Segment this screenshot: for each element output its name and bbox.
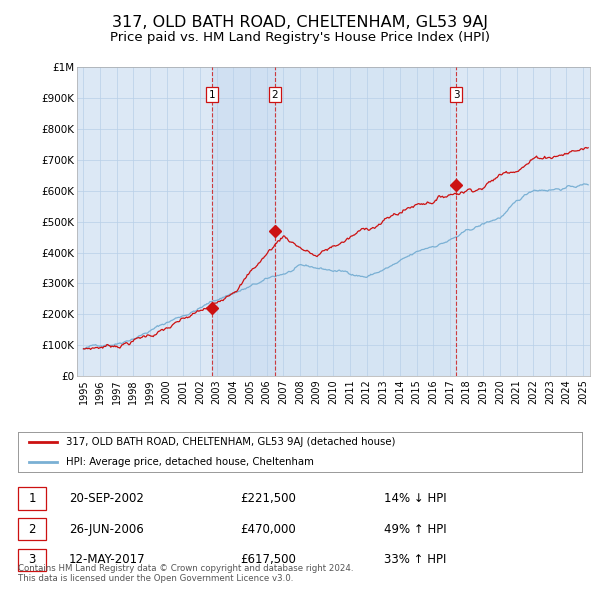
Text: £221,500: £221,500 bbox=[240, 492, 296, 505]
Text: 12-MAY-2017: 12-MAY-2017 bbox=[69, 553, 146, 566]
Text: 1: 1 bbox=[28, 492, 36, 505]
Text: 3: 3 bbox=[453, 90, 460, 100]
Text: £470,000: £470,000 bbox=[240, 523, 296, 536]
Bar bbox=[212, 67, 275, 376]
Bar bbox=[275, 67, 456, 376]
Text: 2: 2 bbox=[28, 523, 36, 536]
Text: 49% ↑ HPI: 49% ↑ HPI bbox=[384, 523, 446, 536]
Text: 2: 2 bbox=[272, 90, 278, 100]
Text: 20-SEP-2002: 20-SEP-2002 bbox=[69, 492, 144, 505]
Text: Contains HM Land Registry data © Crown copyright and database right 2024.
This d: Contains HM Land Registry data © Crown c… bbox=[18, 563, 353, 583]
Text: 317, OLD BATH ROAD, CHELTENHAM, GL53 9AJ: 317, OLD BATH ROAD, CHELTENHAM, GL53 9AJ bbox=[112, 15, 488, 30]
Text: 14% ↓ HPI: 14% ↓ HPI bbox=[384, 492, 446, 505]
Text: 26-JUN-2006: 26-JUN-2006 bbox=[69, 523, 144, 536]
Text: 33% ↑ HPI: 33% ↑ HPI bbox=[384, 553, 446, 566]
Text: 317, OLD BATH ROAD, CHELTENHAM, GL53 9AJ (detached house): 317, OLD BATH ROAD, CHELTENHAM, GL53 9AJ… bbox=[66, 437, 395, 447]
Text: 1: 1 bbox=[209, 90, 215, 100]
Text: Price paid vs. HM Land Registry's House Price Index (HPI): Price paid vs. HM Land Registry's House … bbox=[110, 31, 490, 44]
Text: HPI: Average price, detached house, Cheltenham: HPI: Average price, detached house, Chel… bbox=[66, 457, 314, 467]
Text: £617,500: £617,500 bbox=[240, 553, 296, 566]
Text: 3: 3 bbox=[28, 553, 36, 566]
